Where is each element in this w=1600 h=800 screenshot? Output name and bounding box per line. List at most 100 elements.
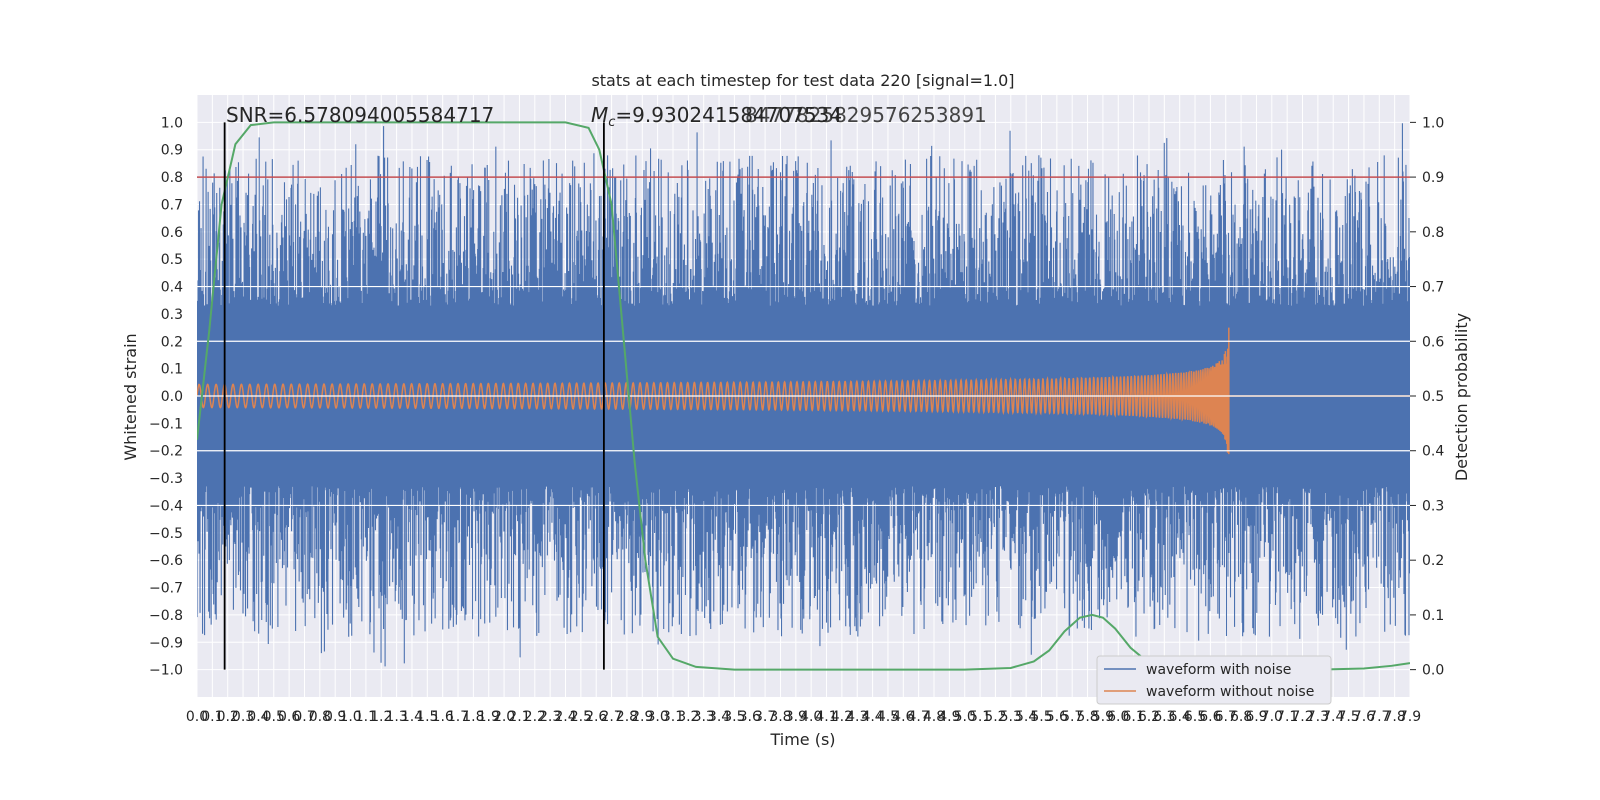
x-axis-label: Time (s)	[769, 730, 835, 749]
x-tick-label-40: 4.0	[800, 709, 822, 725]
y-tick-label-2: 0.8	[161, 170, 183, 186]
x-tick-label-8: 0.8	[309, 709, 331, 725]
x-tick-label-46: 4.6	[892, 709, 914, 725]
x-tick-label-12: 1.2	[370, 709, 392, 725]
x-tick-label-44: 4.4	[861, 709, 883, 725]
x-tick-label-4: 0.4	[247, 709, 269, 725]
x-tick-label-47: 4.7	[908, 709, 930, 725]
x-tick-label-76: 7.6	[1353, 709, 1375, 725]
y-tick-label-13: −0.3	[149, 471, 183, 487]
x-tick-label-43: 4.3	[846, 709, 868, 725]
x-tick-label-55: 5.5	[1030, 709, 1052, 725]
chart-title: stats at each timestep for test data 220…	[591, 71, 1014, 90]
overlapping-annotation: 8477825829576253891	[745, 103, 987, 127]
y-right-tick-label-0: 1.0	[1422, 115, 1444, 131]
x-axis: 0.00.10.20.30.40.50.60.70.80.91.01.11.21…	[186, 709, 1421, 725]
y-right-tick-label-9: 0.1	[1422, 608, 1444, 624]
y-tick-label-0: 1.0	[161, 115, 183, 131]
x-tick-label-1: 0.1	[201, 709, 223, 725]
y-axis-right: 1.0 0.9 0.8 0.7 0.6 0.5 0.4 0.3 0.2 0.1 0.0	[1410, 115, 1444, 679]
y-tick-label-4: 0.6	[161, 225, 183, 241]
x-tick-label-6: 0.6	[278, 709, 300, 725]
x-tick-label-15: 1.5	[416, 709, 438, 725]
x-tick-label-61: 6.1	[1122, 709, 1144, 725]
y-tick-label-8: 0.2	[161, 334, 183, 350]
x-tick-label-65: 6.5	[1184, 709, 1206, 725]
y-axis-left: 1.0 0.9 0.8 0.7 0.6 0.5 0.4 0.3 0.2 0.1 0.0 −0.1 −0.…	[149, 115, 183, 678]
y-tick-label-15: −0.5	[149, 526, 183, 542]
y-axis-right-label: Detection probability	[1452, 313, 1471, 481]
x-tick-label-3: 0.3	[232, 709, 254, 725]
series-waveform-without-noise	[197, 327, 1410, 455]
x-tick-label-16: 1.6	[432, 709, 454, 725]
y-tick-label-17: −0.7	[149, 581, 183, 597]
y-tick-label-10: 0.0	[161, 389, 183, 405]
vertical-markers	[223, 122, 605, 670]
x-tick-label-30: 3.0	[647, 709, 669, 725]
y-tick-label-19: −0.9	[149, 635, 183, 651]
x-tick-label-22: 2.2	[524, 709, 546, 725]
y-right-tick-label-4: 0.6	[1422, 334, 1444, 350]
y-tick-label-7: 0.3	[161, 307, 183, 323]
chirp-mass-value: =9.930241584707534	[615, 103, 842, 127]
x-tick-label-11: 1.1	[355, 709, 377, 725]
x-tick-label-35: 3.5	[723, 709, 745, 725]
x-tick-label-36: 3.6	[739, 709, 761, 725]
x-tick-label-23: 2.3	[539, 709, 561, 725]
y-tick-label-16: −0.6	[149, 553, 183, 569]
x-tick-label-67: 6.7	[1215, 709, 1237, 725]
x-tick-label-71: 7.1	[1276, 709, 1298, 725]
legend-box	[1096, 655, 1332, 705]
x-tick-label-31: 3.1	[662, 709, 684, 725]
x-tick-label-32: 3.2	[677, 709, 699, 725]
x-tick-label-24: 2.4	[554, 709, 576, 725]
chirp-mass-subscript: c	[608, 115, 615, 130]
y-right-tick-label-1: 0.9	[1422, 170, 1444, 186]
x-tick-label-41: 4.1	[815, 709, 837, 725]
x-tick-label-42: 4.2	[831, 709, 853, 725]
x-tick-label-27: 2.7	[600, 709, 622, 725]
x-tick-label-53: 5.3	[1000, 709, 1022, 725]
y-tick-label-18: −0.8	[149, 608, 183, 624]
y-tick-label-11: −0.1	[149, 416, 183, 432]
x-tick-label-17: 1.7	[447, 709, 469, 725]
x-tick-label-54: 5.4	[1015, 709, 1037, 725]
x-tick-label-78: 7.8	[1384, 709, 1406, 725]
x-tick-label-60: 6.0	[1107, 709, 1129, 725]
x-tick-label-7: 0.7	[293, 709, 315, 725]
y-tick-label-6: 0.4	[161, 280, 183, 296]
x-tick-label-28: 2.8	[616, 709, 638, 725]
x-tick-label-52: 5.2	[984, 709, 1006, 725]
snr-annotation: SNR=6.578094005584717	[226, 103, 494, 127]
x-tick-label-14: 1.4	[401, 709, 423, 725]
x-tick-label-62: 6.2	[1138, 709, 1160, 725]
x-tick-label-13: 1.3	[385, 709, 407, 725]
x-tick-label-5: 0.5	[263, 709, 285, 725]
y-tick-label-12: −0.2	[149, 444, 183, 460]
x-tick-label-48: 4.8	[923, 709, 945, 725]
chirp-mass-annotation: Mc=9.930241584707534	[591, 103, 842, 130]
x-tick-label-18: 1.8	[462, 709, 484, 725]
x-tick-label-72: 7.2	[1291, 709, 1313, 725]
x-tick-label-56: 5.6	[1046, 709, 1068, 725]
y-tick-label-3: 0.7	[161, 197, 183, 213]
y-tick-label-14: −0.4	[149, 498, 183, 514]
x-tick-label-19: 1.9	[478, 709, 500, 725]
legend-label-clean: waveform without noise	[1146, 684, 1314, 700]
y-right-tick-label-10: 0.0	[1422, 663, 1444, 679]
x-tick-label-69: 6.9	[1245, 709, 1267, 725]
x-tick-label-64: 6.4	[1169, 709, 1191, 725]
y-right-tick-label-2: 0.8	[1422, 225, 1444, 241]
x-tick-label-26: 2.6	[585, 709, 607, 725]
x-tick-label-33: 3.3	[693, 709, 715, 725]
x-tick-label-57: 5.7	[1061, 709, 1083, 725]
legend-label-noise: waveform with noise	[1146, 662, 1291, 678]
x-tick-label-37: 3.7	[754, 709, 776, 725]
x-tick-label-25: 2.5	[570, 709, 592, 725]
x-tick-label-77: 7.7	[1368, 709, 1390, 725]
chirp-mass-symbol: M	[591, 103, 608, 127]
x-tick-label-59: 5.9	[1092, 709, 1114, 725]
x-tick-label-38: 3.8	[769, 709, 791, 725]
x-tick-label-74: 7.4	[1322, 709, 1344, 725]
